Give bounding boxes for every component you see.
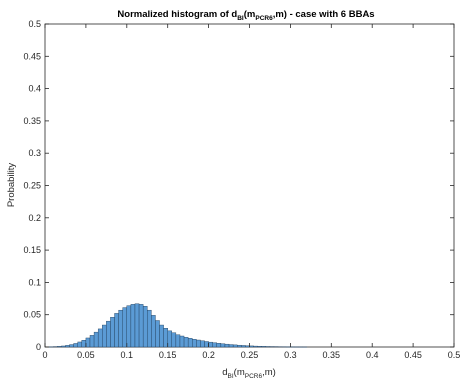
histogram-bar (192, 339, 197, 348)
xlabel-suffix: ,m) (262, 367, 276, 378)
x-tick-label: 0.35 (323, 350, 341, 360)
x-axis-ticks: 0 0.05 0.1 0.15 0.2 0.25 0.3 0.35 0.4 0.45 0.5 (42, 24, 460, 360)
histogram-bar (106, 320, 111, 348)
histogram-bar (93, 331, 99, 348)
histogram-bar (77, 341, 83, 348)
title-prefix: Normalized histogram of d (117, 9, 237, 20)
x-tick-label: 0.1 (121, 350, 134, 360)
histogram-bar (89, 335, 95, 348)
histogram-bar (208, 341, 213, 348)
histogram-bar (57, 346, 62, 348)
title-suffix: ,m) - case with 6 BBAs (273, 9, 375, 20)
histogram-bar (200, 340, 205, 348)
histogram-bar (171, 332, 177, 348)
xlabel-main: d (222, 367, 227, 378)
histogram-bar (220, 343, 226, 348)
histogram-bar (232, 344, 238, 348)
histogram-bar (187, 338, 193, 348)
histogram-bar (85, 337, 91, 348)
y-tick-label: 0.15 (23, 245, 41, 255)
xlabel-sub2: PCR6 (245, 373, 263, 380)
histogram-bar (167, 330, 172, 348)
histogram-bar (159, 324, 164, 348)
x-axis-label: dBI(mPCR6,m) (222, 367, 276, 380)
chart-title: Normalized histogram of dBI(mPCR6,m) - c… (117, 9, 374, 22)
histogram-bar (155, 320, 160, 348)
y-tick-label: 0.25 (23, 181, 41, 191)
xlabel-mid: (m (234, 367, 245, 378)
histogram-bar (114, 313, 119, 348)
histogram-bar (241, 345, 246, 348)
histogram-bar (151, 315, 156, 348)
histogram-bar (204, 341, 209, 348)
histogram-bar (147, 309, 152, 348)
histogram-bar (110, 317, 115, 348)
histogram-bar (142, 306, 148, 348)
y-tick-label: 0.2 (28, 213, 41, 223)
title-mid: (m (244, 9, 256, 20)
histogram-bar (134, 303, 140, 348)
histogram-bar (196, 339, 201, 348)
histogram-bar (261, 346, 267, 348)
y-tick-label: 0.35 (23, 116, 41, 126)
histogram-bars (48, 303, 307, 348)
histogram-bar (175, 334, 181, 348)
histogram-bar (138, 304, 144, 348)
y-tick-label: 0.1 (28, 277, 41, 287)
histogram-bar (69, 344, 74, 348)
histogram-bar (237, 344, 242, 348)
y-tick-label: 0.5 (28, 19, 41, 29)
histogram-bar (65, 345, 70, 348)
x-tick-label: 0.15 (159, 350, 177, 360)
x-tick-label: 0.25 (241, 350, 259, 360)
histogram-bar (228, 344, 234, 348)
histogram-bar (179, 335, 185, 348)
histogram-bar (81, 340, 87, 348)
histogram-bar (257, 346, 262, 348)
x-tick-label: 0.05 (77, 350, 95, 360)
y-tick-label: 0 (36, 342, 41, 352)
x-tick-label: 0.5 (448, 350, 461, 360)
histogram-bar (97, 328, 103, 348)
histogram-bar (224, 343, 230, 348)
histogram-bar (61, 345, 66, 348)
histogram-bar (245, 345, 250, 348)
histogram-bar (126, 305, 132, 348)
histogram-bar (216, 343, 222, 348)
histogram-bar (73, 343, 78, 348)
histogram-bar (183, 337, 189, 348)
x-tick-label: 0.3 (284, 350, 297, 360)
y-axis-label: Probability (6, 163, 17, 208)
y-axis-ticks: 0 0.05 0.1 0.15 0.2 0.25 0.3 0.35 0.4 0.45 0.5 (23, 19, 454, 352)
y-tick-label: 0.05 (23, 310, 41, 320)
x-tick-label: 0.4 (366, 350, 379, 360)
y-tick-label: 0.45 (23, 51, 41, 61)
plot-area (44, 23, 455, 348)
xlabel-sub1: BI (228, 373, 234, 380)
histogram-bar (212, 342, 217, 348)
y-tick-label: 0.4 (28, 84, 41, 94)
histogram-bar (163, 328, 168, 348)
title-sub2: PCR6 (255, 15, 273, 22)
x-tick-label: 0.45 (404, 350, 422, 360)
histogram-bar (118, 309, 123, 348)
title-sub1: BI (237, 15, 244, 22)
x-tick-label: 0 (42, 350, 47, 360)
x-tick-label: 0.2 (202, 350, 215, 360)
histogram-bar (253, 345, 258, 348)
histogram-bar (265, 346, 271, 348)
histogram-bar (249, 345, 254, 348)
y-tick-label: 0.3 (28, 148, 41, 158)
histogram-bar (102, 324, 107, 348)
histogram-bar (130, 304, 136, 348)
histogram-bar (122, 307, 127, 348)
